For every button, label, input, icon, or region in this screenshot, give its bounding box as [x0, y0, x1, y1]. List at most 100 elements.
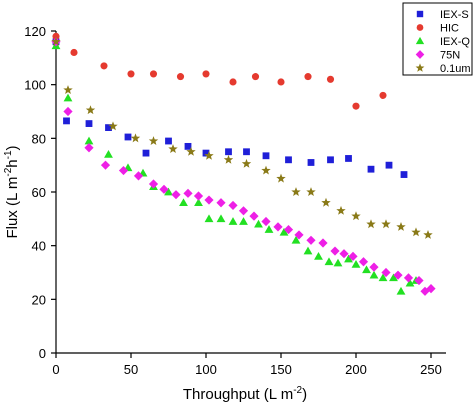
data-point — [238, 206, 249, 216]
data-point — [403, 273, 414, 283]
series-hic — [52, 32, 387, 110]
data-marks — [51, 32, 436, 296]
data-point — [204, 195, 214, 205]
data-point — [202, 149, 210, 157]
data-point — [405, 278, 415, 287]
y-axis-title: Flux (L m-2h-1) — [3, 145, 21, 238]
data-point — [273, 222, 283, 232]
data-point — [84, 143, 94, 153]
data-point — [379, 91, 387, 99]
data-point — [330, 246, 340, 256]
data-point — [314, 251, 323, 260]
data-point — [85, 105, 96, 115]
legend-marker — [415, 36, 425, 45]
data-point — [184, 142, 192, 150]
x-axis-title: Throughput (L m-2) — [183, 385, 307, 403]
data-point — [223, 154, 234, 164]
y-tick-label: 100 — [24, 78, 46, 93]
data-point — [348, 251, 358, 261]
y-tick-label: 20 — [32, 292, 46, 307]
data-point — [351, 211, 361, 221]
series-75n — [51, 37, 436, 296]
data-point — [291, 235, 301, 244]
y-ticks: 0 20 40 60 80 100 120 — [24, 24, 56, 361]
data-point — [393, 270, 403, 280]
data-point — [229, 78, 237, 86]
data-point — [148, 179, 159, 189]
data-point — [303, 246, 313, 255]
series-iex-q — [51, 41, 421, 295]
x-tick-label: 200 — [345, 362, 367, 377]
data-point — [327, 156, 334, 164]
x-ticks: 0 50 100 150 200 250 — [52, 353, 442, 377]
data-point — [318, 238, 328, 248]
data-point — [400, 171, 408, 178]
data-point — [204, 150, 214, 160]
data-point — [352, 102, 360, 110]
data-point — [194, 198, 203, 207]
data-point — [285, 156, 292, 164]
legend-label: 75N — [440, 50, 460, 62]
data-point — [251, 73, 260, 81]
data-point — [149, 70, 158, 78]
series-iex-s — [52, 38, 408, 178]
data-point — [307, 159, 315, 166]
data-point — [381, 267, 391, 278]
data-point — [85, 120, 93, 127]
data-point — [183, 188, 193, 198]
legend-marker — [416, 10, 424, 18]
data-point — [306, 235, 316, 245]
data-point — [104, 150, 113, 158]
data-point — [176, 73, 185, 81]
data-point — [63, 106, 73, 117]
data-point — [426, 284, 436, 294]
data-point — [362, 265, 371, 274]
x-tick-label: 50 — [124, 362, 138, 377]
data-point — [193, 191, 204, 201]
data-point — [414, 275, 424, 286]
data-point — [276, 173, 286, 183]
data-point — [344, 254, 353, 263]
legend-label: IEX-S — [440, 9, 469, 21]
data-point — [277, 78, 285, 86]
axes-frame — [55, 31, 446, 354]
data-point — [333, 258, 343, 267]
data-point — [326, 75, 335, 83]
data-point — [51, 36, 61, 46]
data-point — [306, 187, 316, 196]
data-point — [216, 198, 226, 208]
data-point — [294, 230, 304, 240]
x-tick-label: 100 — [195, 362, 217, 377]
data-point — [108, 121, 118, 131]
data-point — [142, 149, 150, 157]
x-tick-label: 150 — [270, 362, 292, 377]
legend-box — [402, 2, 473, 76]
data-point — [70, 48, 78, 57]
data-point — [127, 70, 135, 78]
data-point — [164, 187, 173, 196]
data-point — [168, 144, 178, 154]
data-point — [261, 216, 271, 227]
data-point — [225, 148, 232, 156]
data-point — [186, 146, 196, 156]
data-point — [100, 62, 108, 70]
y-tick-label: 60 — [32, 185, 46, 200]
data-point — [385, 161, 393, 169]
data-point — [367, 165, 375, 173]
data-point — [411, 227, 421, 237]
data-point — [216, 214, 226, 223]
data-point — [389, 273, 398, 282]
data-point — [423, 230, 433, 239]
data-point — [202, 70, 210, 78]
data-point — [105, 124, 112, 131]
data-point — [396, 221, 406, 231]
data-point — [291, 187, 301, 196]
x-tick-label: 250 — [420, 362, 442, 377]
data-point — [228, 200, 238, 211]
legend-marker — [415, 50, 425, 59]
data-point — [262, 152, 270, 160]
data-point — [165, 137, 172, 145]
data-point — [148, 136, 159, 146]
